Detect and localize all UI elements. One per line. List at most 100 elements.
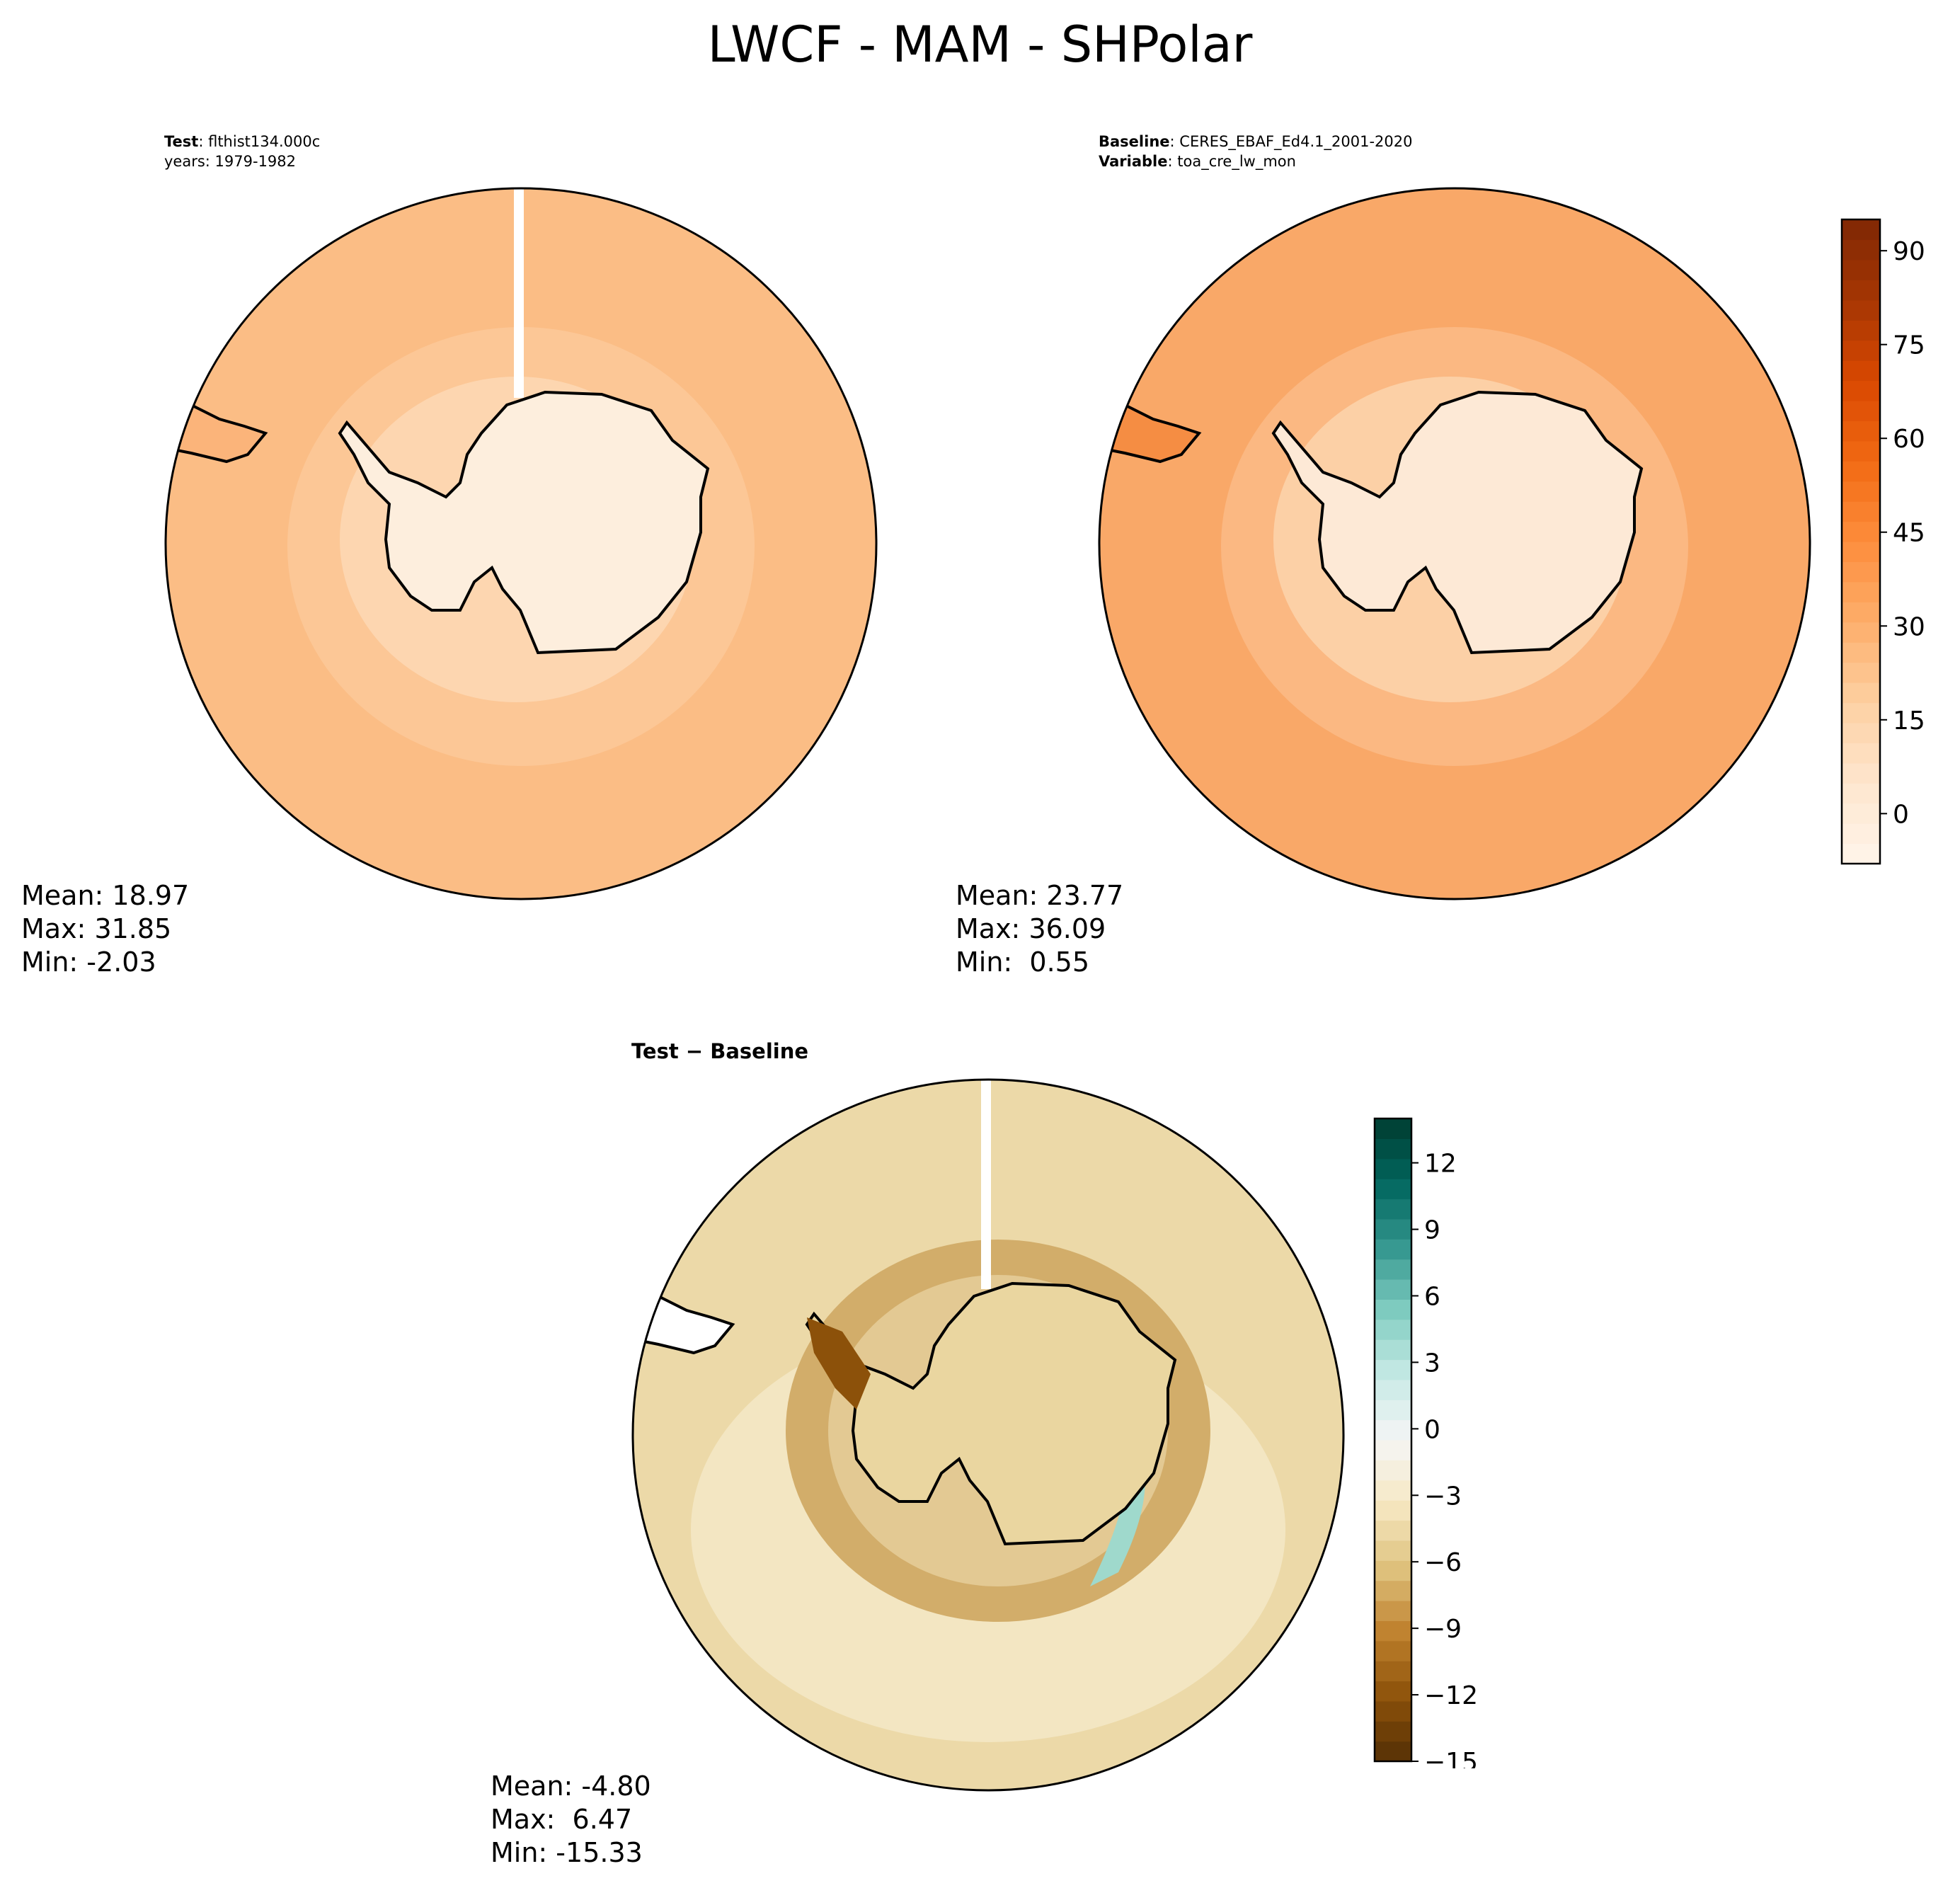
diff-title: Test − Baseline [631, 1039, 809, 1063]
main-colorbar-color-segment [1842, 602, 1880, 623]
main-colorbar: 90 75 60 45 30 15 0 [1840, 218, 1925, 865]
baseline-max: Max: 36.09 [956, 913, 1106, 944]
main-colorbar-tick-label: 15 [1893, 706, 1925, 736]
diff-colorbar-color-segment [1375, 1138, 1411, 1160]
main-colorbar-color-segment [1842, 762, 1880, 784]
diff-colorbar-color-segment [1375, 1540, 1411, 1561]
baseline-antarctica-ice [1271, 390, 1644, 655]
figure-title: LWCF - MAM - SHPolar [707, 16, 1253, 74]
variable-name: toa_cre_lw_mon [1177, 153, 1296, 170]
diff-colorbar-tick-label: 12 [1424, 1150, 1457, 1179]
main-colorbar-color-segment [1842, 521, 1880, 542]
diff-colorbar-tick-label: −15 [1424, 1748, 1478, 1768]
test-min: Min: -2.03 [21, 946, 156, 978]
diff-colorbar-color-segment [1375, 1299, 1411, 1320]
test-years: years: 1979-1982 [164, 153, 297, 170]
main-colorbar-color-segment [1842, 239, 1880, 261]
diff-colorbar-color-segment [1375, 1480, 1411, 1501]
baseline-header: Baseline: CERES_EBAF_Ed4.1_2001-2020 Var… [1099, 133, 1413, 170]
main-colorbar-color-segment [1842, 400, 1880, 421]
baseline-mean: Mean: 23.77 [956, 880, 1124, 911]
diff-colorbar-tick-label: −3 [1424, 1482, 1462, 1511]
diff-colorbar-color-segment [1375, 1741, 1411, 1762]
main-colorbar-color-segment [1842, 360, 1880, 382]
test-polar-map [164, 187, 878, 900]
main-colorbar-tick-label: 75 [1893, 331, 1925, 360]
main-colorbar-color-segment [1842, 803, 1880, 824]
diff-colorbar-color-segment [1375, 1319, 1411, 1340]
diff-min: Min: -15.33 [491, 1837, 643, 1868]
main-colorbar-tick-label: 90 [1893, 237, 1925, 266]
main-colorbar-color-segment [1842, 743, 1880, 764]
diff-colorbar-color-segment [1375, 1239, 1411, 1260]
test-antarctica-ice [338, 390, 710, 655]
main-colorbar-color-segment [1842, 380, 1880, 401]
main-colorbar-color-segment [1842, 280, 1880, 301]
main-colorbar-frame [1840, 218, 1881, 865]
main-colorbar-color-segment [1842, 420, 1880, 442]
main-colorbar-color-segment [1842, 259, 1880, 280]
diff-colorbar-tick-label: −9 [1424, 1615, 1462, 1644]
diff-colorbar-color-segment [1375, 1119, 1411, 1139]
diff-colorbar-color-segment [1375, 1440, 1411, 1460]
main-colorbar-color-segment [1842, 783, 1880, 804]
diff-colorbar-color-segment [1375, 1580, 1411, 1601]
diff-colorbar-tick-label: 6 [1424, 1282, 1440, 1311]
diff-colorbar-color-segment [1375, 1681, 1411, 1702]
main-colorbar-tick-label: 60 [1893, 425, 1925, 454]
diff-colorbar-color-segment [1375, 1500, 1411, 1521]
diff-colorbar-color-segment [1375, 1661, 1411, 1682]
diff-colorbar-color-segment [1375, 1218, 1411, 1240]
diff-stats: Mean: -4.80 Max: 6.47 Min: -15.33 [491, 1770, 651, 1870]
diff-colorbar-color-segment [1375, 1460, 1411, 1481]
diff-colorbar-color-segment [1375, 1721, 1411, 1742]
main-colorbar-tick-label: 30 [1893, 612, 1925, 641]
diff-colorbar-color-segment [1375, 1419, 1411, 1441]
diff-colorbar-color-segment [1375, 1339, 1411, 1361]
main-colorbar-color-segment [1842, 722, 1880, 743]
test-header: Test: flthist134.000c years: 1979-1982 [164, 133, 321, 170]
main-colorbar-color-segment [1842, 843, 1880, 864]
main-colorbar-color-segment [1842, 561, 1880, 583]
diff-colorbar-tick-label: 3 [1424, 1349, 1440, 1378]
baseline-min: Min: 0.55 [956, 946, 1089, 978]
diff-missing-seam [981, 1080, 991, 1289]
diff-colorbar-frame [1373, 1117, 1413, 1763]
diff-colorbar-color-segment [1375, 1259, 1411, 1280]
diff-antarctica [805, 1281, 1177, 1546]
main-colorbar-color-segment [1842, 581, 1880, 602]
main-colorbar-color-segment [1842, 440, 1880, 462]
diff-colorbar-color-segment [1375, 1620, 1411, 1642]
diff-colorbar-color-segment [1375, 1179, 1411, 1200]
baseline-polar-map [1098, 187, 1811, 900]
diff-colorbar-tick-label: 0 [1424, 1415, 1440, 1444]
main-colorbar-color-segment [1842, 662, 1880, 683]
main-colorbar-tick-label: 0 [1893, 800, 1909, 829]
diff-colorbar-color-segment [1375, 1400, 1411, 1421]
test-header-key: Test [164, 133, 199, 150]
main-colorbar-color-segment [1842, 219, 1880, 241]
main-colorbar-color-segment [1842, 542, 1880, 563]
main-colorbar-color-segment [1842, 340, 1880, 361]
diff-colorbar-color-segment [1375, 1379, 1411, 1400]
diff-colorbar-tick-label: −12 [1424, 1681, 1478, 1710]
test-case-name: flthist134.000c [208, 133, 321, 150]
main-colorbar-color-segment [1842, 642, 1880, 663]
main-colorbar-tick-label: 45 [1893, 519, 1925, 548]
test-stats: Mean: 18.97 Max: 31.85 Min: -2.03 [21, 879, 189, 979]
main-colorbar-color-segment [1842, 501, 1880, 522]
main-colorbar-color-segment [1842, 682, 1880, 704]
main-colorbar-color-segment [1842, 461, 1880, 482]
diff-colorbar-color-segment [1375, 1560, 1411, 1581]
diff-colorbar-color-segment [1375, 1158, 1411, 1179]
diff-colorbar-color-segment [1375, 1640, 1411, 1661]
diff-polar-map [631, 1078, 1345, 1792]
diff-colorbar-color-segment [1375, 1198, 1411, 1220]
main-colorbar-color-segment [1842, 320, 1880, 341]
test-missing-seam [514, 188, 524, 398]
baseline-case-name: CERES_EBAF_Ed4.1_2001-2020 [1179, 133, 1413, 150]
diff-max: Max: 6.47 [491, 1804, 633, 1835]
main-colorbar-color-segment [1842, 702, 1880, 723]
diff-colorbar-tick-label: 9 [1424, 1216, 1440, 1245]
test-max: Max: 31.85 [21, 913, 172, 944]
